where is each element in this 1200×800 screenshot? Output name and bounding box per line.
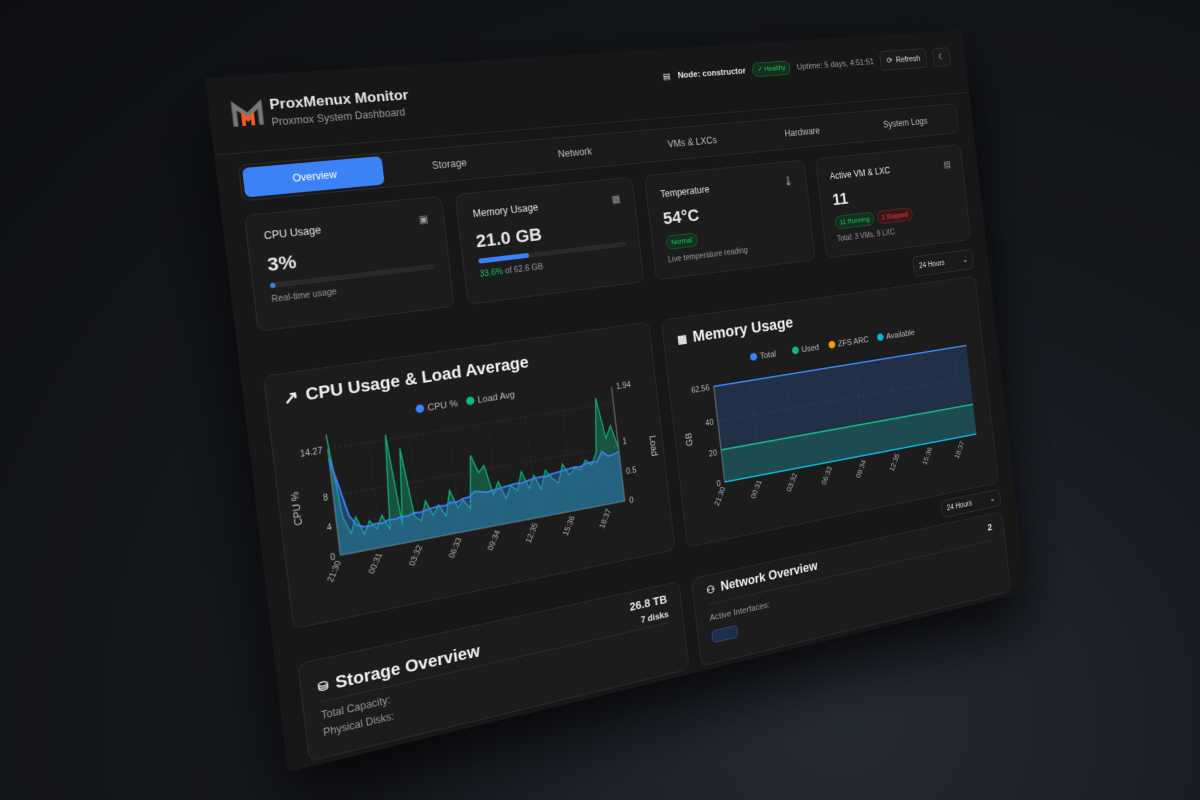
- x-tick-label: 15:36: [561, 515, 576, 537]
- y-tick-label: 20: [709, 449, 718, 459]
- tab-vms-lxcs[interactable]: VMs & LXCs: [667, 134, 718, 150]
- y2-tick-label: 0.5: [626, 465, 637, 475]
- theme-toggle-button[interactable]: ☾: [931, 46, 952, 67]
- node-label: Node: constructor: [677, 66, 747, 81]
- moon-icon: ☾: [937, 52, 946, 62]
- server-icon: ▤: [942, 158, 952, 170]
- x-tick-label: 06:33: [820, 465, 833, 485]
- legend-label: CPU %: [427, 399, 458, 413]
- grid-line: [328, 403, 614, 449]
- temperature-status-badge: Normal: [665, 232, 699, 250]
- x-tick-label: 06:33: [447, 536, 464, 559]
- legend-label: Available: [886, 329, 916, 342]
- legend-marker: [749, 352, 758, 362]
- tab-network[interactable]: Network: [557, 145, 593, 160]
- cpu-icon: ▣: [417, 212, 429, 226]
- thermometer-icon: 🌡︎: [782, 175, 795, 187]
- memory-chart-card: ▦ Memory Usage Total Used ZFS ARC Available 0…: [660, 275, 1000, 548]
- stopped-badge: 1 Stopped: [876, 207, 914, 225]
- y2-axis-label: Load: [647, 435, 659, 457]
- cpu-stat-card: CPU Usage ▣ 3% Real-time usage: [243, 195, 455, 332]
- legend-marker: [791, 346, 800, 355]
- trending-up-icon: ↗: [282, 387, 300, 409]
- app-logo: [230, 99, 265, 131]
- x-tick-label: 21:30: [713, 486, 727, 507]
- x-tick-label: 21:30: [325, 560, 343, 584]
- temperature-stat-value: 54°C: [662, 205, 701, 229]
- memory-usage-chart: Total Used ZFS ARC Available 0 20 40 62.56 21:30…: [684, 329, 1000, 507]
- memory-icon: ▦: [676, 332, 688, 346]
- memory-icon: ▦: [611, 193, 621, 205]
- tab-system-logs[interactable]: System Logs: [882, 115, 928, 130]
- memory-percent: 33.6%: [479, 267, 504, 280]
- y-tick-label: 4: [326, 523, 332, 533]
- vm-lxc-stat-card: Active VM & LXC ▤ 11 11 Running 1 Stopped…: [814, 144, 972, 259]
- y-tick-label: 14.27: [300, 446, 323, 459]
- check-circle-icon: ✓: [756, 65, 764, 74]
- y2-tick-label: 0: [629, 496, 634, 505]
- vm-stat-value: 11: [831, 188, 849, 209]
- y-axis-label: GB: [684, 432, 695, 447]
- y-tick-label: 8: [323, 493, 329, 503]
- x-tick-label: 12:35: [524, 522, 540, 544]
- legend-marker: [876, 333, 885, 342]
- server-icon: ▤: [662, 71, 672, 82]
- x-tick-label: 18:37: [598, 508, 613, 530]
- memory-stat-card: Memory Usage ▦ 21.0 GB 33.6% of 62.6 GB: [454, 176, 645, 305]
- x-tick-label: 03:32: [785, 472, 799, 493]
- memory-stat-title: Memory Usage: [472, 201, 539, 220]
- dashboard-screen: ProxMenux Monitor Proxmox System Dashboa…: [205, 30, 1027, 773]
- y2-tick-label: 1: [622, 437, 627, 446]
- x-tick-label: 18:37: [953, 440, 965, 460]
- time-range-select[interactable]: 24 Hours ⌄: [912, 248, 975, 277]
- uptime-label: Uptime: 5 days, 4:51:51: [796, 57, 875, 72]
- network-icon: ⚇: [705, 582, 716, 597]
- refresh-button[interactable]: ⟳ Refresh: [879, 48, 928, 71]
- x-tick-label: 09:34: [855, 459, 868, 479]
- legend-label: Total: [759, 350, 776, 361]
- interface-badge[interactable]: [711, 624, 739, 644]
- cpu-load-chart: CPU % Load Avg 0 4 8 14.27 21:30 00:31 03:32 06:3…: [289, 380, 659, 584]
- chevron-down-icon: ⌄: [989, 494, 996, 504]
- y-tick-label: 40: [705, 418, 714, 428]
- x-tick-label: 15:36: [921, 446, 933, 466]
- x-tick-label: 00:31: [367, 552, 384, 575]
- temperature-stat-title: Temperature: [659, 183, 710, 200]
- hard-drive-icon: ⛁: [317, 678, 330, 695]
- y-tick-label: 0: [716, 479, 721, 488]
- tab-hardware[interactable]: Hardware: [784, 125, 821, 139]
- running-badge: 11 Running: [834, 211, 875, 230]
- y-axis-label: CPU %: [289, 491, 305, 527]
- x-tick-label: 09:34: [486, 529, 502, 552]
- legend-marker: [415, 403, 425, 414]
- health-badge: ✓ Healthy: [751, 60, 791, 78]
- legend-label: ZFS ARC: [838, 336, 870, 349]
- cpu-stat-title: CPU Usage: [263, 223, 322, 242]
- y-tick-label: 0: [330, 552, 336, 562]
- y2-tick-label: 1.94: [616, 380, 632, 391]
- y-tick-label: 62.56: [691, 384, 710, 395]
- interface-count: 2: [986, 521, 993, 534]
- x-tick-label: 00:31: [749, 479, 763, 500]
- legend-label: Used: [801, 343, 820, 354]
- legend-marker: [465, 396, 475, 406]
- temperature-stat-card: Temperature 🌡︎ 54°C Normal Live temperatu…: [644, 159, 816, 281]
- tab-storage[interactable]: Storage: [431, 156, 468, 172]
- storage-disks: 7 disks: [640, 609, 670, 626]
- cpu-chart-card: ↗ CPU Usage & Load Average CPU % Load Avg 0…: [263, 321, 676, 630]
- legend-marker: [828, 340, 836, 349]
- memory-total: of 62.6 GB: [502, 262, 544, 277]
- refresh-icon: ⟳: [886, 56, 894, 66]
- x-tick-label: 03:32: [407, 544, 424, 567]
- x-tick-label: 12:35: [888, 452, 901, 472]
- legend-label: Load Avg: [477, 390, 515, 405]
- chevron-down-icon: ⌄: [962, 255, 969, 265]
- tab-overview[interactable]: Overview: [241, 155, 386, 198]
- vm-stat-title: Active VM & LXC: [829, 165, 891, 182]
